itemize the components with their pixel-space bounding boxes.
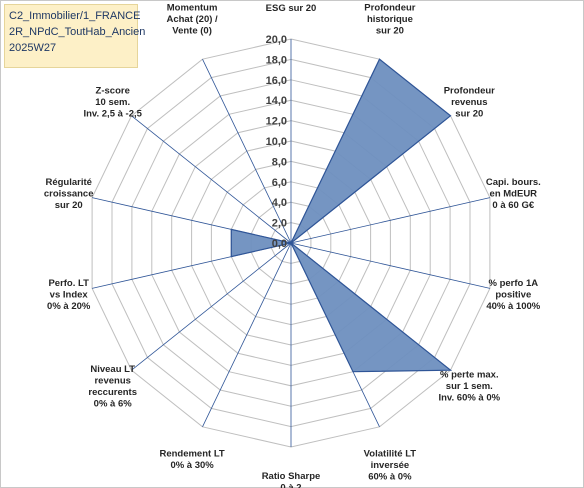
tick-label: 2,0: [272, 218, 287, 230]
axis-label: Ratio Sharpe 0 à 2: [262, 471, 321, 488]
tick-label: 20,0: [266, 34, 287, 46]
axis-label: % perfo 1A positive 40% à 100%: [486, 278, 540, 312]
axis-label: Rendement LT 0% à 30%: [159, 448, 224, 471]
title-line-3: 2025W27: [9, 42, 57, 54]
tick-label: 0,0: [272, 238, 287, 250]
axis-label: % perte max. sur 1 sem. Inv. 60% à 0%: [438, 370, 500, 404]
axis-label: Perfo. LT vs Index 0% à 20%: [47, 278, 91, 312]
radar-spoke: [290, 197, 490, 244]
axis-label: Momentum Achat (20) / Vente (0): [166, 3, 218, 37]
tick-label: 8,0: [272, 156, 287, 168]
axis-label: NoteESG sur 20: [266, 0, 317, 14]
radar-spoke: [131, 115, 292, 244]
radar-spoke: [131, 242, 292, 371]
tick-label: 4,0: [272, 197, 287, 209]
tick-label: 14,0: [266, 95, 287, 107]
axis-label: Profondeur historique sur 20: [364, 3, 415, 37]
radar-series: [230, 58, 453, 373]
tick-label: 6,0: [272, 177, 287, 189]
radar-tick-labels: 0,0 2,0 4,0 6,0 8,0 10,0 12,0 14,0 16,0 18,0 20,0: [266, 34, 287, 250]
radar-spoke: [290, 242, 490, 289]
tick-label: 12,0: [266, 116, 287, 128]
axis-label: Z-score 10 sem. Inv. 2,5 à -2,5: [83, 85, 142, 119]
radar-spoke: [202, 59, 292, 244]
radar-spoke: [202, 242, 292, 427]
axis-label: Volatilité LT inversée 60% à 0%: [364, 448, 417, 482]
title-line-1: C2_Immobilier/1_FRANCE: [9, 10, 141, 22]
tick-label: 18,0: [266, 54, 287, 66]
tick-label: 10,0: [266, 136, 287, 148]
axis-label: Régularité croissance sur 20: [44, 177, 94, 211]
axis-label: Capi. bours. en MdEUR 0 à 60 G€: [486, 177, 541, 211]
title-line-2: 2R_NPdC_ToutHab_Ancien: [9, 26, 146, 38]
axis-label: Profondeur revenus sur 20: [444, 85, 495, 119]
series-area: [230, 58, 453, 373]
chart-title-box: C2_Immobilier/1_FRANCE 2R_NPdC_ToutHab_A…: [4, 4, 146, 68]
axis-label: Niveau LT revenus reccurents 0% à 6%: [88, 364, 137, 410]
tick-label: 16,0: [266, 75, 287, 87]
